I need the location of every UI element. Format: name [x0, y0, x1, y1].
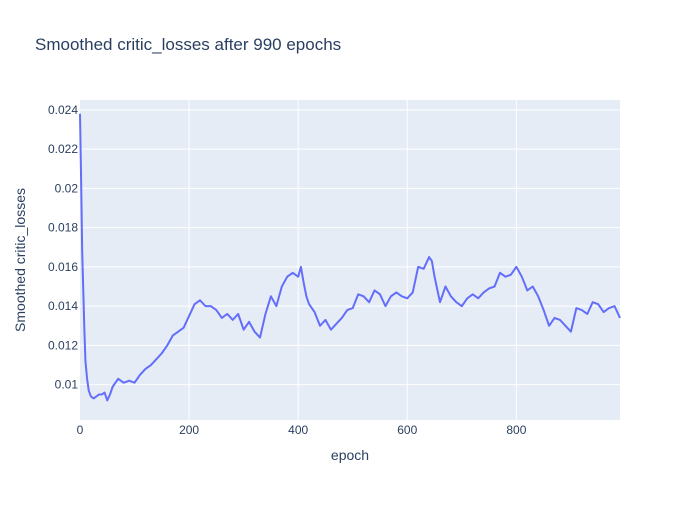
y-tick-label: 0.012: [48, 338, 78, 352]
x-tick-label: 200: [179, 423, 199, 437]
x-tick-labels: 0 200 400 600 800: [77, 423, 527, 437]
x-tick-label: 600: [397, 423, 417, 437]
chart-title: Smoothed critic_losses after 990 epochs: [35, 35, 341, 54]
y-tick-labels: 0.01 0.012 0.014 0.016 0.018 0.02 0.022 0.024: [48, 103, 78, 392]
x-tick-label: 800: [506, 423, 526, 437]
plot-area: [80, 100, 620, 420]
y-tick-label: 0.018: [48, 221, 78, 235]
y-tick-label: 0.02: [55, 181, 79, 195]
y-tick-label: 0.022: [48, 142, 78, 156]
x-tick-label: 0: [77, 423, 84, 437]
y-tick-label: 0.014: [48, 299, 78, 313]
y-tick-label: 0.024: [48, 103, 78, 117]
series-line: [79, 113, 621, 402]
y-tick-label: 0.01: [55, 378, 79, 392]
y-axis-label: Smoothed critic_losses: [12, 188, 28, 332]
x-gridlines: [188, 100, 517, 420]
y-gridlines: [80, 109, 620, 386]
x-axis-label: epoch: [331, 447, 369, 463]
y-tick-label: 0.016: [48, 260, 78, 274]
x-tick-label: 400: [288, 423, 308, 437]
series-layer: [79, 113, 621, 402]
